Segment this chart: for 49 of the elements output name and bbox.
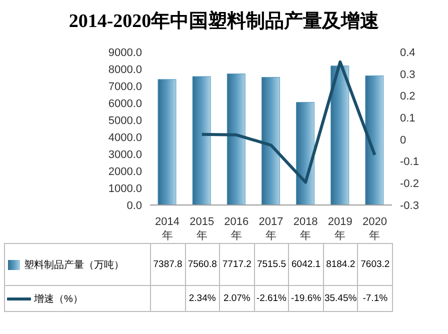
line-series — [200, 60, 376, 184]
y-tick-label: 0.0 — [126, 200, 142, 212]
x-tick-label: 2016年 — [224, 216, 249, 242]
data-label: 6042.1 — [288, 244, 324, 286]
y2-tick-label: 0.2 — [400, 90, 416, 103]
y-tick-label: 4000.0 — [108, 132, 142, 144]
x-tick-label: 2014年 — [155, 216, 180, 242]
bar — [158, 79, 176, 205]
bar — [226, 74, 246, 205]
x-tick-label: 2015年 — [190, 216, 214, 242]
data-label: 7560.8 — [185, 244, 220, 286]
data-label: 7515.5 — [254, 244, 289, 286]
legend-label: 增速（%） — [34, 292, 83, 306]
data-label: 7387.8 — [150, 244, 186, 286]
y2-tick-label: -0.3 — [400, 200, 419, 212]
y-tick-label: 9000.0 — [108, 46, 142, 59]
data-label: 7717.2 — [220, 244, 254, 286]
y2-tick-label: 0 — [400, 134, 406, 146]
data-label: 8184.2 — [323, 244, 358, 286]
data-label: 2.34% — [185, 286, 220, 312]
y-tick-label: 3000.0 — [108, 148, 142, 161]
y2-tick-label: 0.4 — [400, 46, 416, 59]
y2-tick-label: -0.1 — [400, 156, 419, 168]
legend-label: 塑料制品产量（万吨） — [24, 258, 124, 272]
y-tick-label: 2000.0 — [108, 166, 142, 178]
data-label: 2.07% — [220, 286, 254, 312]
y-tick-label: 1000.0 — [108, 182, 142, 195]
bar — [330, 66, 350, 205]
bar — [296, 102, 315, 205]
data-label: 7603.2 — [358, 244, 392, 286]
data-label: 35.45% — [323, 286, 358, 312]
bar — [365, 75, 384, 205]
y-tick-label: 6000.0 — [108, 98, 142, 110]
bar — [192, 76, 211, 205]
data-label: -19.6% — [288, 286, 324, 312]
chart-title: 2014-2020年中国塑料制品产量及增速 — [68, 9, 380, 34]
x-tick-label: 2020年 — [362, 216, 387, 242]
y2-tick-label: 0.1 — [400, 112, 416, 124]
y-tick-label: 5000.0 — [108, 114, 142, 127]
x-tick-label: 2017年 — [258, 216, 284, 242]
y2-tick-label: -0.2 — [400, 178, 419, 190]
y-tick-label: 7000.0 — [108, 80, 142, 93]
x-tick-label: 2018年 — [293, 216, 318, 242]
y-tick-label: 8000.0 — [108, 64, 142, 76]
bar — [261, 76, 280, 205]
data-label: -2.61% — [254, 286, 289, 312]
data-label: -7.1% — [358, 286, 392, 312]
y2-tick-label: 0.3 — [400, 68, 416, 81]
x-tick-label: 2019年 — [328, 216, 352, 242]
